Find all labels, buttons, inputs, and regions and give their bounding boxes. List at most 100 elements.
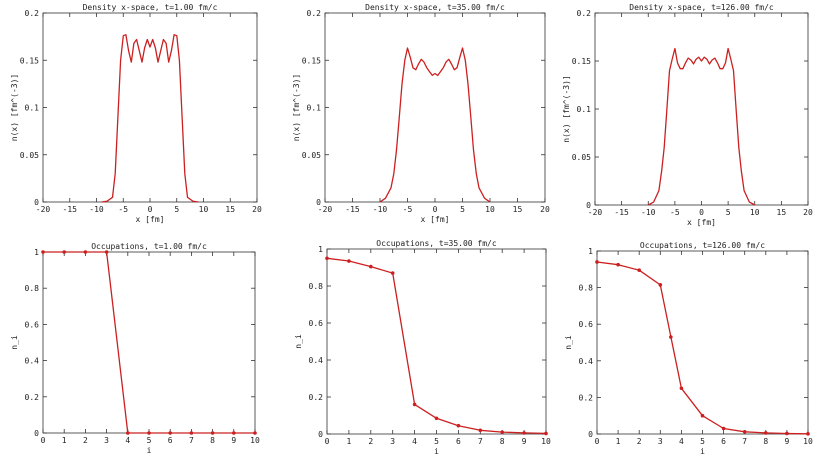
y-tick-label: 1: [318, 245, 323, 254]
chart-title: Density x-space, t=126.00 fm/c: [629, 3, 774, 12]
y-tick-label: 0.15: [302, 56, 321, 65]
y-tick-label: 0.05: [302, 151, 321, 160]
x-tick-label: 4: [679, 437, 684, 446]
y-tick-label: 0.1: [577, 105, 592, 114]
y-tick-label: 0.8: [25, 284, 40, 293]
x-tick-label: 0: [433, 205, 438, 214]
x-tick-label: 5: [434, 437, 439, 446]
x-tick-label: 9: [784, 437, 789, 446]
x-tick-label: 10: [541, 437, 551, 446]
chart-title: Occupations, t=35.00 fm/c: [376, 239, 497, 248]
x-axis-label: x [fm]: [687, 218, 716, 227]
y-axis-label: n(x) [fm^(-3)]: [562, 75, 571, 142]
data-point: [456, 423, 461, 428]
x-axis-label: x [fm]: [421, 215, 450, 224]
x-tick-label: 9: [522, 437, 527, 446]
x-tick-label: -10: [89, 205, 104, 214]
x-tick-label: 0: [148, 205, 153, 214]
x-tick-label: -20: [318, 205, 333, 214]
x-tick-label: 20: [803, 208, 813, 217]
x-tick-label: 0: [595, 437, 600, 446]
x-tick-label: 15: [225, 205, 235, 214]
chart-panel-5: Occupations, t=35.00 fm/c 0 1 2 3 4 5 6 7 8 9 10 0 0.…: [294, 239, 551, 456]
y-tick-label: 0.05: [572, 153, 591, 162]
x-tick-label: 3: [658, 437, 663, 446]
y-tick-label: 0.2: [577, 9, 592, 18]
data-point: [104, 250, 109, 254]
y-tick-label: 0.6: [25, 320, 40, 329]
x-tick-label: 0: [325, 437, 330, 446]
plot-frame: [326, 248, 547, 435]
x-axis-label: i: [434, 447, 439, 456]
y-tick-label: 0: [316, 198, 321, 207]
chart-panel-3: Density x-space, t=126.00 fm/c -20 -15 -10 -…: [562, 3, 813, 227]
y-tick-label: 0.2: [579, 393, 594, 402]
data-point: [189, 431, 194, 435]
x-tick-label: -10: [373, 205, 388, 214]
y-tick-label: 0.15: [20, 56, 39, 65]
x-tick-label: 2: [637, 437, 642, 446]
x-tick-label: 8: [763, 437, 768, 446]
plot-frame: [596, 250, 809, 435]
x-tick-label: -20: [36, 205, 51, 214]
x-tick-label: 1: [346, 437, 351, 446]
x-tick-label: 5: [174, 205, 179, 214]
y-tick-label: 0.2: [307, 9, 322, 18]
y-tick-label: 0.8: [579, 284, 594, 293]
chart-panel-2: Density x-space, t=35.00 fm/c -20 -15 -10 -5…: [292, 3, 550, 224]
x-tick-label: 1: [62, 436, 67, 445]
data-point: [616, 262, 620, 267]
x-tick-label: 7: [478, 437, 483, 446]
x-axis-label: x [fm]: [136, 215, 165, 224]
data-point: [232, 431, 236, 435]
series-line: [647, 47, 756, 206]
y-axis-label: n_i: [564, 335, 573, 350]
data-point: [764, 431, 768, 435]
data-point: [210, 431, 215, 435]
data-point: [679, 386, 684, 391]
series-line: [326, 257, 547, 435]
data-point: [168, 431, 172, 435]
y-tick-label: 0.4: [309, 356, 324, 365]
x-tick-label: 3: [104, 436, 109, 445]
data-point: [500, 430, 505, 434]
y-tick-label: 0.8: [309, 282, 324, 291]
data-point: [721, 426, 726, 431]
plot-frame: [324, 12, 546, 203]
data-point: [742, 430, 747, 434]
y-axis-label: n(x) [fm^(-3)]: [10, 74, 19, 141]
x-tick-label: 5: [726, 208, 731, 217]
data-point: [806, 432, 810, 436]
data-point: [83, 250, 88, 254]
data-point: [253, 431, 257, 435]
y-tick-label: 0: [586, 201, 591, 210]
y-tick-label: 0.05: [20, 151, 39, 160]
x-tick-label: 4: [125, 436, 130, 445]
y-axis-label: n_i: [294, 334, 303, 349]
x-tick-label: 10: [803, 437, 813, 446]
x-tick-label: 15: [513, 205, 523, 214]
data-point: [669, 335, 673, 339]
x-tick-label: 2: [368, 437, 373, 446]
series-line: [43, 251, 255, 434]
data-point: [544, 431, 548, 436]
x-tick-label: -15: [63, 205, 78, 214]
data-point: [595, 260, 599, 264]
x-tick-label: -5: [670, 208, 680, 217]
x-tick-label: 20: [540, 205, 550, 214]
x-tick-label: 5: [460, 205, 465, 214]
y-tick-label: 0.1: [25, 104, 40, 113]
x-tick-label: 8: [210, 436, 215, 445]
x-tick-label: -20: [588, 208, 603, 217]
data-point: [347, 259, 351, 263]
x-tick-label: -5: [118, 205, 128, 214]
x-tick-label: 0: [699, 208, 704, 217]
y-tick-label: 0.1: [307, 104, 322, 113]
y-tick-label: 0.4: [579, 357, 594, 366]
data-point: [41, 250, 45, 254]
x-tick-label: 1: [616, 437, 621, 446]
chart-panel-4: Occupations, t=1.00 fm/c 0 1 2 3 4 5 6 7 8 9 10 0 0.2…: [10, 242, 260, 455]
x-tick-label: 5: [147, 436, 152, 445]
x-tick-label: 5: [700, 437, 705, 446]
